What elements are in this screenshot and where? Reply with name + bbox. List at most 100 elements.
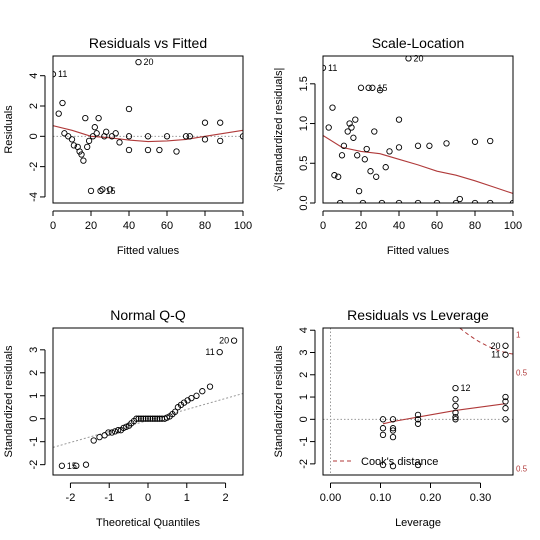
y-tick-label: -2 bbox=[28, 460, 40, 470]
data-point bbox=[108, 133, 116, 140]
data-point bbox=[395, 116, 403, 123]
data-point bbox=[68, 136, 76, 143]
data-point bbox=[426, 142, 433, 149]
data-point bbox=[443, 140, 450, 147]
x-axis-label: Theoretical Quantiles bbox=[96, 517, 200, 529]
data-point bbox=[405, 56, 412, 62]
x-tick-label: 1 bbox=[184, 492, 190, 504]
y-tick-label: 0.0 bbox=[298, 195, 310, 210]
data-point bbox=[125, 146, 133, 154]
data-point bbox=[151, 415, 159, 422]
data-point bbox=[502, 393, 509, 401]
point-id-label: 15 bbox=[106, 186, 116, 196]
data-point bbox=[59, 99, 66, 107]
y-tick-label: 1 bbox=[298, 394, 310, 400]
data-point bbox=[95, 114, 102, 122]
data-point bbox=[338, 152, 346, 159]
y-tick-label: 3 bbox=[28, 347, 40, 353]
y-tick-label: 0.5 bbox=[298, 156, 310, 171]
plot-frame bbox=[52, 327, 244, 476]
data-point bbox=[201, 136, 209, 143]
data-point bbox=[323, 64, 327, 72]
y-tick-label: -2 bbox=[298, 459, 310, 469]
data-point bbox=[133, 415, 140, 422]
data-point bbox=[365, 84, 372, 91]
x-tick-label: 0.00 bbox=[320, 492, 341, 504]
data-point bbox=[114, 427, 122, 434]
data-point bbox=[142, 415, 149, 422]
data-point bbox=[137, 415, 145, 422]
x-tick-label: 0.30 bbox=[470, 492, 491, 504]
chart-title: Normal Q-Q bbox=[110, 307, 186, 323]
qq-reference-line bbox=[53, 393, 243, 448]
data-point bbox=[502, 405, 509, 412]
data-point bbox=[182, 133, 190, 140]
data-point bbox=[335, 173, 342, 180]
data-point bbox=[354, 152, 361, 159]
point-id-label: 11 bbox=[328, 63, 337, 73]
x-tick-label: 80 bbox=[469, 220, 481, 232]
data-point bbox=[201, 119, 209, 126]
y-axis-label: Standardized residuals bbox=[273, 345, 285, 457]
data-point bbox=[135, 58, 142, 66]
data-point bbox=[352, 116, 359, 123]
y-tick-label: -1 bbox=[298, 437, 310, 447]
data-point bbox=[105, 429, 112, 436]
x-tick-label: 2 bbox=[222, 492, 228, 504]
x-tick-label: 0 bbox=[320, 220, 326, 232]
data-point bbox=[452, 384, 459, 392]
data-point bbox=[471, 138, 479, 145]
data-point bbox=[386, 148, 393, 155]
point-id-label: 11 bbox=[491, 350, 500, 360]
data-point bbox=[80, 157, 87, 164]
data-point bbox=[125, 133, 133, 140]
data-point bbox=[144, 133, 152, 140]
data-point bbox=[456, 195, 463, 203]
data-point bbox=[199, 388, 206, 395]
data-point bbox=[89, 133, 97, 140]
data-point bbox=[108, 429, 116, 436]
data-point bbox=[414, 461, 422, 469]
y-tick-label: 0 bbox=[298, 416, 310, 422]
point-id-label: 12 bbox=[461, 383, 471, 393]
data-point bbox=[99, 186, 106, 193]
y-tick-label: -2 bbox=[28, 162, 40, 172]
y-tick-label: -1 bbox=[28, 437, 40, 447]
y-tick-label: 2 bbox=[28, 103, 40, 109]
data-point bbox=[217, 137, 224, 145]
panel-2: 11 20 15 0 20 40 60 80 100 0.0 0.5 1.0 1.5 Scale-Loca… bbox=[273, 35, 522, 257]
x-tick-label: 0 bbox=[50, 220, 56, 232]
x-tick-label: 100 bbox=[234, 220, 252, 232]
x-axis-label: Fitted values bbox=[387, 245, 450, 257]
data-point bbox=[395, 199, 403, 203]
data-point bbox=[125, 105, 133, 113]
data-point bbox=[82, 461, 90, 468]
plot-area bbox=[53, 337, 243, 469]
plot-frame bbox=[322, 55, 514, 204]
x-tick-label: 60 bbox=[161, 220, 173, 232]
data-point bbox=[414, 142, 422, 149]
data-point bbox=[239, 133, 243, 140]
data-point bbox=[173, 148, 180, 155]
data-point bbox=[395, 144, 403, 151]
data-point bbox=[389, 462, 397, 470]
data-point bbox=[379, 431, 387, 439]
data-point bbox=[373, 173, 380, 180]
data-point bbox=[502, 398, 509, 405]
data-point bbox=[61, 130, 68, 137]
data-point bbox=[340, 142, 348, 149]
data-point bbox=[433, 199, 441, 203]
point-id-label: 11 bbox=[205, 347, 214, 357]
x-axis-label: Fitted values bbox=[117, 245, 180, 257]
data-point bbox=[85, 137, 93, 145]
y-axis-label: √|Standardized residuals| bbox=[273, 68, 285, 192]
x-tick-label: -1 bbox=[104, 492, 114, 504]
plot-frame bbox=[52, 55, 244, 204]
data-point bbox=[111, 428, 119, 435]
cooks-contour-label: 0.5 bbox=[516, 464, 528, 473]
cooks-contour-label: 1 bbox=[516, 331, 521, 340]
data-point bbox=[350, 134, 357, 141]
data-point bbox=[346, 120, 353, 127]
data-point bbox=[144, 146, 152, 154]
